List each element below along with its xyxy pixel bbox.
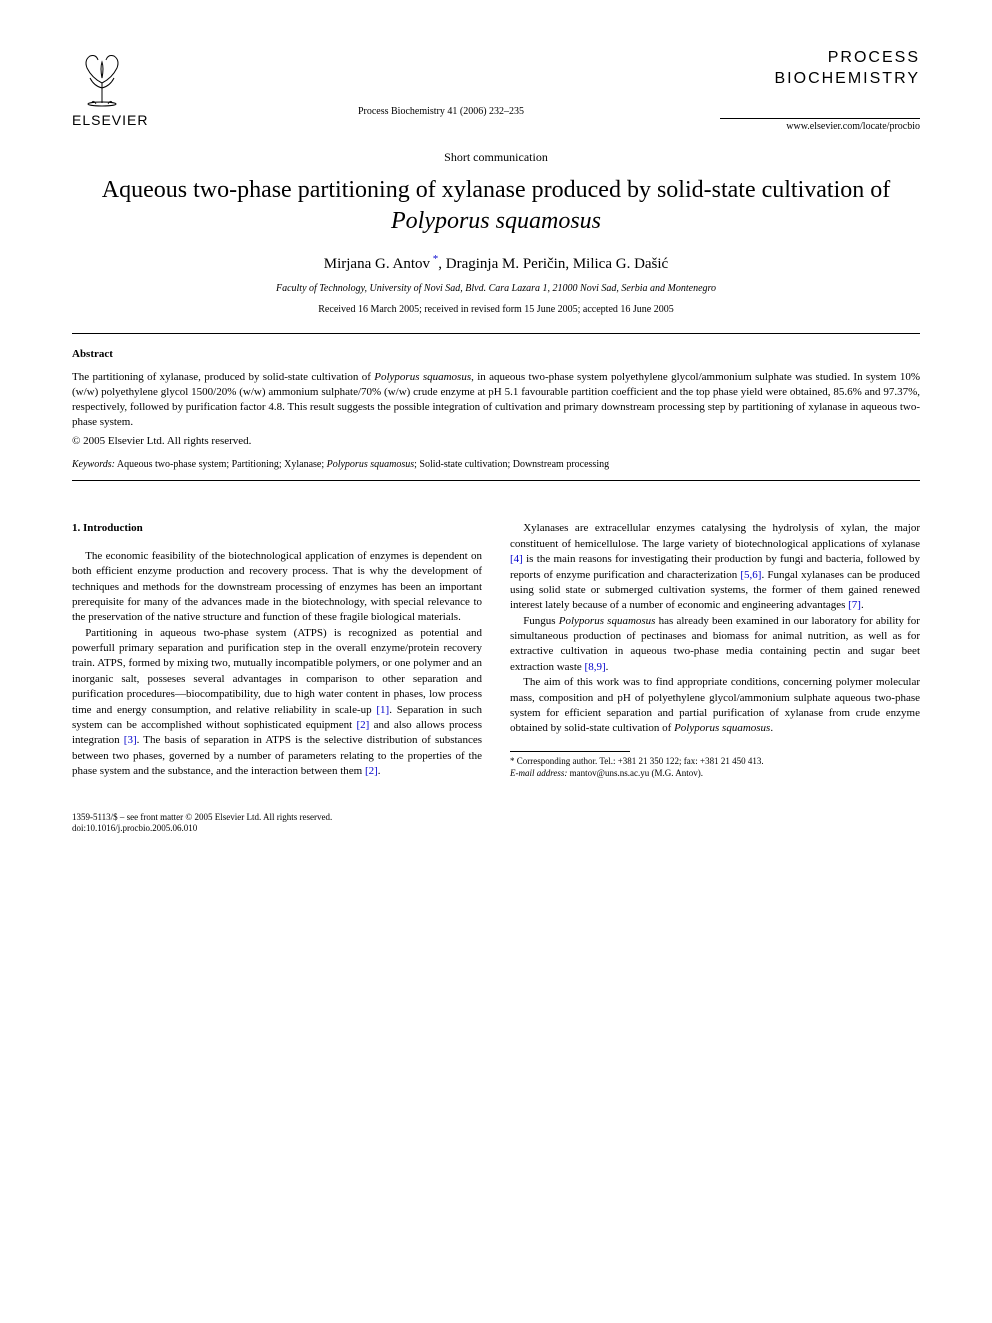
journal-url: www.elsevier.com/locate/procbio xyxy=(720,118,920,132)
keywords-label: Keywords: xyxy=(72,459,115,470)
page-header: ELSEVIER Process Biochemistry 41 (2006) … xyxy=(72,48,920,132)
citation-link[interactable]: [2] xyxy=(365,765,378,777)
paragraph-2: Partitioning in aqueous two-phase system… xyxy=(72,626,482,780)
journal-title-line2: BIOCHEMISTRY xyxy=(775,70,921,87)
corresponding-mark-icon: * xyxy=(430,253,438,265)
journal-title-line1: PROCESS xyxy=(828,49,920,66)
article-history: Received 16 March 2005; received in revi… xyxy=(72,304,920,315)
journal-title-block: PROCESS BIOCHEMISTRY www.elsevier.com/lo… xyxy=(720,48,920,132)
divider xyxy=(72,480,920,481)
keywords: Keywords: Aqueous two-phase system; Part… xyxy=(72,459,920,470)
author-2: Draginja M. Peričin xyxy=(446,256,566,272)
elsevier-tree-icon xyxy=(72,48,132,108)
citation-link[interactable]: [4] xyxy=(510,553,523,565)
abstract-copyright: © 2005 Elsevier Ltd. All rights reserved… xyxy=(72,435,920,447)
corresponding-author-footnote: * Corresponding author. Tel.: +381 21 35… xyxy=(510,756,920,768)
citation-link[interactable]: [1] xyxy=(376,704,389,716)
affiliation: Faculty of Technology, University of Nov… xyxy=(72,283,920,294)
page-footer: 1359-5113/$ – see front matter © 2005 El… xyxy=(72,812,920,835)
doi-line: doi:10.1016/j.procbio.2005.06.010 xyxy=(72,823,920,835)
article-title: Aqueous two-phase partitioning of xylana… xyxy=(72,175,920,237)
divider xyxy=(72,333,920,334)
article-body: 1. Introduction The economic feasibility… xyxy=(72,521,920,779)
citation-link[interactable]: [8,9] xyxy=(585,661,606,673)
citation-link[interactable]: [7] xyxy=(848,599,861,611)
paragraph-3: Xylanases are extracellular enzymes cata… xyxy=(510,521,920,613)
abstract-heading: Abstract xyxy=(72,348,920,360)
title-species: Polyporus squamosus xyxy=(391,208,601,234)
author-3: Milica G. Dašić xyxy=(573,256,668,272)
paragraph-4: Fungus Polyporus squamosus has already b… xyxy=(510,614,920,676)
issn-line: 1359-5113/$ – see front matter © 2005 El… xyxy=(72,812,920,824)
publisher-name: ELSEVIER xyxy=(72,112,162,128)
title-text: Aqueous two-phase partitioning of xylana… xyxy=(102,177,890,203)
author-list: Mirjana G. Antov *, Draginja M. Peričin,… xyxy=(72,253,920,273)
citation-link[interactable]: [3] xyxy=(124,734,137,746)
article-type: Short communication xyxy=(72,150,920,165)
abstract-body: The partitioning of xylanase, produced b… xyxy=(72,370,920,429)
publisher-block: ELSEVIER xyxy=(72,48,162,128)
footnote-divider xyxy=(510,751,630,752)
section-1-heading: 1. Introduction xyxy=(72,521,482,536)
journal-title: PROCESS BIOCHEMISTRY xyxy=(720,48,920,90)
paragraph-5: The aim of this work was to find appropr… xyxy=(510,675,920,737)
citation-link[interactable]: [2] xyxy=(357,719,370,731)
paragraph-1: The economic feasibility of the biotechn… xyxy=(72,549,482,626)
journal-reference: Process Biochemistry 41 (2006) 232–235 xyxy=(162,48,720,117)
email-footnote: E-mail address: mantov@uns.ns.ac.yu (M.G… xyxy=(510,768,920,780)
citation-link[interactable]: [5,6] xyxy=(740,569,761,581)
author-1: Mirjana G. Antov * xyxy=(324,256,439,272)
